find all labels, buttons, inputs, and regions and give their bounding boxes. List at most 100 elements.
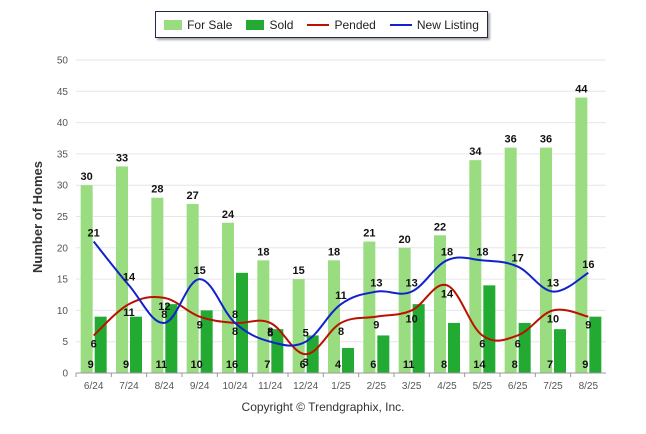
data-label-pended: 10 <box>547 313 559 325</box>
data-label-for-sale: 36 <box>540 134 552 146</box>
y-tick-label: 20 <box>57 243 69 254</box>
bar-for-sale <box>575 97 588 373</box>
bar-sold <box>412 304 425 373</box>
bar-sold <box>554 329 566 373</box>
data-label-new-listing: 13 <box>406 278 418 290</box>
bar-for-sale <box>116 166 128 373</box>
lines <box>92 240 589 356</box>
data-label-new-listing: 5 <box>303 328 309 340</box>
data-label-for-sale: 18 <box>257 246 269 258</box>
legend-item-pended: Pended <box>307 17 376 32</box>
bar-for-sale <box>363 241 376 373</box>
data-label-for-sale: 24 <box>222 209 235 221</box>
data-label-new-listing: 13 <box>370 278 382 290</box>
data-label-pended: 8 <box>267 326 273 338</box>
x-tick-label: 10/24 <box>222 381 247 392</box>
bars <box>80 97 602 373</box>
legend-item-for-sale: For Sale <box>164 18 232 32</box>
y-tick-label: 5 <box>62 337 68 348</box>
x-tick-label: 2/25 <box>367 381 387 392</box>
data-label-sold: 6 <box>300 359 306 371</box>
data-label-for-sale: 44 <box>575 84 588 96</box>
bar-sold <box>200 310 213 373</box>
bar-sold <box>518 322 531 373</box>
data-label-sold: 9 <box>582 359 588 371</box>
legend-swatch-new-listing <box>389 23 412 26</box>
x-tick-label: 7/24 <box>119 381 139 392</box>
bar-sold <box>377 335 390 373</box>
data-label-for-sale: 28 <box>151 184 163 196</box>
x-tick-label: 12/24 <box>293 381 318 392</box>
y-tick-label: 30 <box>57 181 69 192</box>
legend: For Sale Sold Pended New Listing <box>155 11 488 38</box>
data-label-for-sale: 33 <box>116 152 128 164</box>
y-tick-label: 45 <box>57 87 69 98</box>
x-tick-label: 4/25 <box>437 381 457 392</box>
bar-sold <box>130 316 142 373</box>
data-label-sold: 11 <box>156 359 168 371</box>
data-label-for-sale: 30 <box>81 171 93 183</box>
y-tick-label: 10 <box>57 306 69 317</box>
data-label-pended: 9 <box>585 320 591 332</box>
data-label-sold: 8 <box>441 359 447 371</box>
line-new-listing <box>92 240 589 347</box>
data-label-pended: 12 <box>158 301 170 313</box>
data-label-for-sale: 15 <box>293 265 305 277</box>
data-label-pended: 6 <box>91 338 97 350</box>
data-label-pended: 3 <box>303 357 309 369</box>
x-tick-label: 1/25 <box>331 381 351 392</box>
data-label-for-sale: 18 <box>328 246 340 258</box>
legend-label-new-listing: New Listing <box>416 17 479 32</box>
data-label-for-sale: 20 <box>399 234 411 246</box>
data-label-new-listing: 18 <box>476 246 488 258</box>
bar-for-sale <box>540 147 552 373</box>
data-label-pended: 6 <box>479 338 485 350</box>
bar-for-sale <box>504 147 517 373</box>
y-tick-label: 35 <box>57 149 69 160</box>
y-tick-label: 25 <box>57 212 69 223</box>
line-pended <box>92 283 589 356</box>
data-label-pended: 9 <box>373 320 379 332</box>
data-label-pended: 10 <box>406 313 418 325</box>
legend-swatch-pended <box>307 23 330 26</box>
data-label-sold: 16 <box>226 359 238 371</box>
data-label-new-listing: 15 <box>194 265 206 277</box>
legend-label-sold: Sold <box>269 17 294 32</box>
data-label-for-sale: 22 <box>434 221 446 233</box>
bar-for-sale <box>257 260 270 373</box>
legend-item-sold: Sold <box>246 18 293 32</box>
legend-swatch-for-sale <box>164 19 183 30</box>
legend-label-for-sale: For Sale <box>187 17 233 32</box>
data-label-pended: 8 <box>338 326 344 338</box>
bar-for-sale <box>151 197 164 373</box>
x-tick-label: 5/25 <box>473 381 493 392</box>
y-tick-label: 50 <box>57 56 69 67</box>
legend-label-pended: Pended <box>334 17 376 32</box>
x-tick-label: 7/25 <box>543 381 563 392</box>
bar-for-sale <box>186 203 199 373</box>
data-label-new-listing: 11 <box>335 290 347 302</box>
bar-for-sale <box>328 260 340 373</box>
data-label-pended: 6 <box>515 338 521 350</box>
bar-for-sale <box>469 160 482 373</box>
legend-item-new-listing: New Listing <box>389 17 479 32</box>
x-tick-label: 8/24 <box>155 381 175 392</box>
data-label-sold: 14 <box>473 359 486 371</box>
x-tick-label: 6/24 <box>84 381 104 392</box>
copyright-footer: Copyright © Trendgraphix, Inc. <box>241 400 405 414</box>
data-label-new-listing: 14 <box>123 271 136 283</box>
legend-swatch-sold <box>246 19 265 30</box>
data-label-for-sale: 27 <box>187 190 199 202</box>
data-label-pended: 9 <box>197 320 203 332</box>
grid <box>76 59 606 374</box>
data-label-new-listing: 5 <box>267 328 273 340</box>
y-tick-label: 40 <box>57 118 69 129</box>
data-label-sold: 9 <box>123 359 129 371</box>
x-tick-label: 8/25 <box>579 381 599 392</box>
data-label-pended: 11 <box>123 307 135 319</box>
bar-for-sale <box>398 247 411 373</box>
data-label-for-sale: 21 <box>363 228 375 240</box>
y-tick-label: 0 <box>62 369 68 380</box>
